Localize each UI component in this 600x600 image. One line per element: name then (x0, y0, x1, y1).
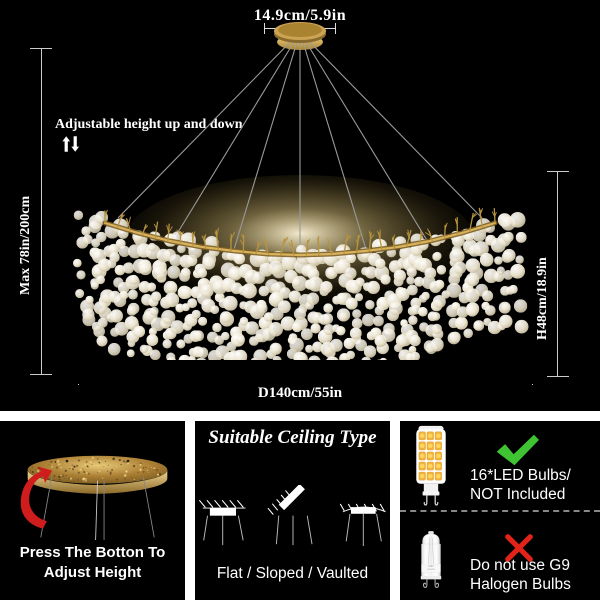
svg-text:230V: 230V (428, 565, 434, 568)
svg-text:G9 60W: G9 60W (427, 569, 435, 571)
